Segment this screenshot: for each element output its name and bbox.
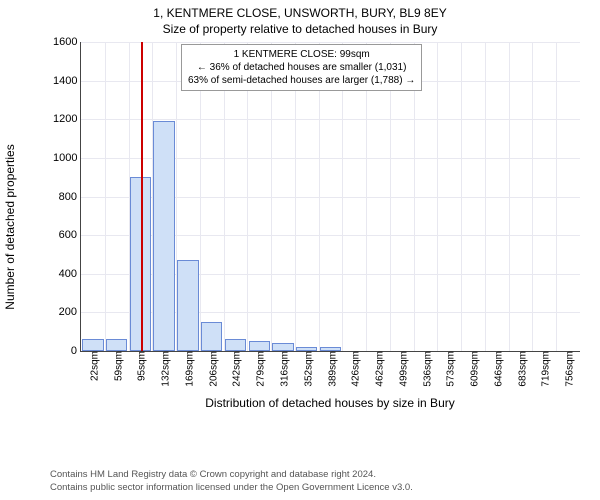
legend-line-2: ← 36% of detached houses are smaller (1,… bbox=[188, 61, 415, 74]
x-tick-label: 719sqm bbox=[537, 351, 552, 387]
y-tick-label: 400 bbox=[53, 268, 81, 280]
x-tick-label: 316sqm bbox=[275, 351, 290, 387]
gridline-vertical bbox=[509, 42, 510, 351]
histogram-bar bbox=[225, 339, 246, 351]
property-marker-line bbox=[141, 42, 143, 351]
y-tick-label: 1200 bbox=[53, 113, 81, 125]
y-axis-label: Number of detached properties bbox=[3, 144, 17, 309]
x-tick-label: 59sqm bbox=[109, 351, 124, 381]
page-subtitle: Size of property relative to detached ho… bbox=[0, 20, 600, 40]
credit-line-1: Contains HM Land Registry data © Crown c… bbox=[50, 469, 413, 481]
histogram-bar bbox=[272, 343, 293, 351]
y-tick-label: 0 bbox=[53, 345, 81, 357]
y-tick-label: 1400 bbox=[53, 75, 81, 87]
plot-area: 0200400600800100012001400160022sqm59sqm9… bbox=[80, 42, 580, 352]
x-tick-label: 389sqm bbox=[323, 351, 338, 387]
page-title-address: 1, KENTMERE CLOSE, UNSWORTH, BURY, BL9 8… bbox=[0, 0, 600, 20]
gridline-vertical bbox=[532, 42, 533, 351]
histogram-bar bbox=[106, 339, 127, 351]
x-tick-label: 536sqm bbox=[418, 351, 433, 387]
gridline-vertical bbox=[556, 42, 557, 351]
legend-line-3: 63% of semi-detached houses are larger (… bbox=[188, 74, 415, 87]
y-tick-label: 600 bbox=[53, 229, 81, 241]
x-tick-label: 22sqm bbox=[85, 351, 100, 381]
chart-container: Number of detached properties 0200400600… bbox=[50, 42, 580, 412]
x-tick-label: 646sqm bbox=[489, 351, 504, 387]
x-tick-label: 573sqm bbox=[442, 351, 457, 387]
histogram-bar bbox=[177, 260, 198, 351]
x-tick-label: 462sqm bbox=[371, 351, 386, 387]
legend-box: 1 KENTMERE CLOSE: 99sqm← 36% of detached… bbox=[181, 44, 422, 91]
x-tick-label: 95sqm bbox=[133, 351, 148, 381]
x-tick-label: 609sqm bbox=[466, 351, 481, 387]
x-axis-label: Distribution of detached houses by size … bbox=[80, 396, 580, 410]
y-tick-label: 200 bbox=[53, 306, 81, 318]
credit-line-2: Contains public sector information licen… bbox=[50, 482, 413, 494]
gridline-horizontal bbox=[81, 42, 580, 43]
y-tick-label: 1000 bbox=[53, 152, 81, 164]
credits-block: Contains HM Land Registry data © Crown c… bbox=[50, 469, 413, 494]
gridline-vertical bbox=[485, 42, 486, 351]
x-tick-label: 499sqm bbox=[394, 351, 409, 387]
gridline-vertical bbox=[461, 42, 462, 351]
x-tick-label: 169sqm bbox=[180, 351, 195, 387]
x-tick-label: 683sqm bbox=[513, 351, 528, 387]
x-tick-label: 206sqm bbox=[204, 351, 219, 387]
histogram-bar bbox=[82, 339, 103, 351]
y-tick-label: 1600 bbox=[53, 36, 81, 48]
legend-line-1: 1 KENTMERE CLOSE: 99sqm bbox=[188, 48, 415, 61]
gridline-horizontal bbox=[81, 119, 580, 120]
gridline-vertical bbox=[437, 42, 438, 351]
x-tick-label: 756sqm bbox=[561, 351, 576, 387]
x-tick-label: 352sqm bbox=[299, 351, 314, 387]
histogram-bar bbox=[201, 322, 222, 351]
histogram-bar bbox=[153, 121, 174, 351]
x-tick-label: 279sqm bbox=[252, 351, 267, 387]
histogram-bar bbox=[249, 341, 270, 351]
x-tick-label: 242sqm bbox=[228, 351, 243, 387]
gridline-vertical bbox=[105, 42, 106, 351]
y-tick-label: 800 bbox=[53, 191, 81, 203]
x-tick-label: 132sqm bbox=[157, 351, 172, 387]
x-tick-label: 426sqm bbox=[347, 351, 362, 387]
